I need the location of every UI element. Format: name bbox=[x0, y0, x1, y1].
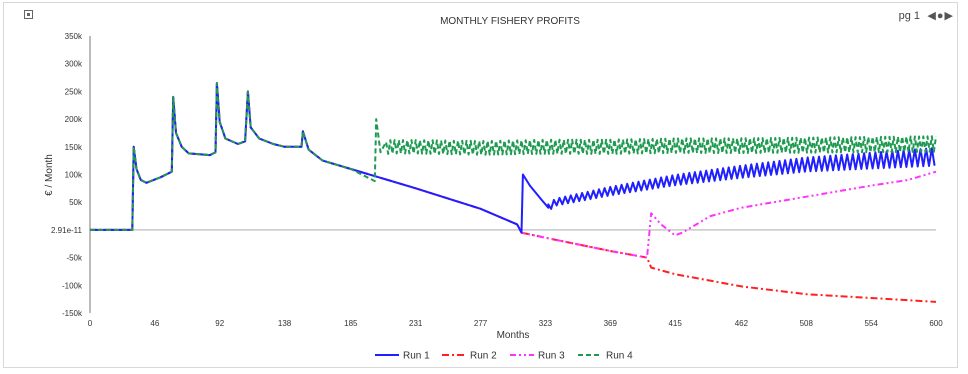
y-tick-label: -50k bbox=[66, 254, 83, 263]
x-axis-title: Months bbox=[497, 330, 530, 341]
y-tick-label: 2.91e-11 bbox=[51, 226, 83, 235]
dot-icon[interactable]: ● bbox=[936, 10, 945, 22]
x-tick-label: 185 bbox=[344, 319, 358, 328]
x-tick-label: 323 bbox=[539, 319, 553, 328]
series-line-run-4 bbox=[90, 82, 937, 231]
y-tick-label: 100k bbox=[65, 171, 83, 180]
y-axis-title: € / Month bbox=[44, 154, 55, 196]
page-indicator: pg 1 bbox=[898, 10, 920, 22]
arrow-left-icon[interactable]: ◀ bbox=[927, 10, 937, 22]
y-tick-label: 300k bbox=[65, 60, 83, 69]
y-tick-label: 250k bbox=[65, 87, 83, 96]
legend-label: Run 4 bbox=[606, 351, 633, 362]
y-tick-label: 150k bbox=[65, 143, 83, 152]
x-tick-label: 508 bbox=[800, 319, 814, 328]
x-tick-label: 554 bbox=[864, 319, 878, 328]
chart-title: MONTHLY FISHERY PROFITS bbox=[440, 16, 580, 27]
chart-panel bbox=[3, 2, 958, 368]
y-tick-label: -150k bbox=[62, 309, 83, 318]
y-tick-label: 350k bbox=[65, 32, 83, 41]
legend-label: Run 3 bbox=[538, 351, 565, 362]
x-tick-label: 46 bbox=[150, 319, 159, 328]
expand-icon[interactable] bbox=[24, 10, 33, 19]
page-navigation: ◀●▶ bbox=[927, 9, 954, 22]
y-tick-label: 50k bbox=[69, 198, 83, 207]
arrow-right-icon[interactable]: ▶ bbox=[944, 10, 954, 22]
x-tick-label: 415 bbox=[668, 319, 682, 328]
x-tick-label: 369 bbox=[604, 319, 618, 328]
y-tick-label: 200k bbox=[65, 115, 83, 124]
x-tick-label: 231 bbox=[409, 319, 423, 328]
x-tick-label: 138 bbox=[278, 319, 292, 328]
legend-label: Run 1 bbox=[403, 351, 430, 362]
series-line-run-1 bbox=[90, 82, 936, 234]
legend-label: Run 2 bbox=[470, 351, 497, 362]
y-tick-label: -100k bbox=[62, 281, 83, 290]
x-tick-label: 0 bbox=[88, 319, 93, 328]
x-tick-label: 92 bbox=[215, 319, 224, 328]
x-tick-label: 600 bbox=[929, 319, 943, 328]
x-tick-label: 277 bbox=[474, 319, 488, 328]
x-tick-label: 462 bbox=[735, 319, 749, 328]
